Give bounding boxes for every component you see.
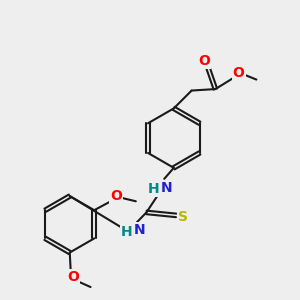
Text: N: N (134, 223, 145, 237)
Text: N: N (161, 181, 172, 195)
Text: O: O (110, 189, 122, 203)
Text: H: H (121, 225, 132, 239)
Text: S: S (178, 210, 188, 224)
Text: O: O (232, 66, 244, 80)
Text: O: O (199, 54, 210, 68)
Text: O: O (67, 270, 79, 284)
Text: H: H (148, 182, 160, 196)
